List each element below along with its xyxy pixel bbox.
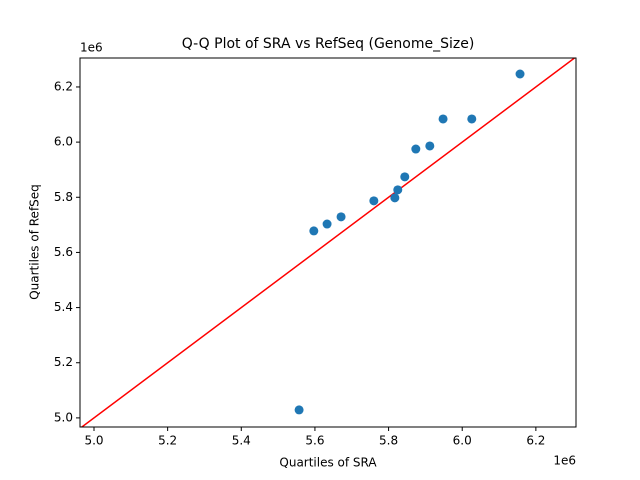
point xyxy=(309,226,319,236)
x-tick-label: 5.2 xyxy=(158,434,177,448)
reference-line xyxy=(80,58,576,427)
point xyxy=(400,172,410,182)
point xyxy=(393,185,403,195)
x-tick-label: 6.0 xyxy=(453,434,472,448)
y-tick-label: 5.2 xyxy=(54,355,73,369)
y-tick-label: 5.8 xyxy=(54,190,73,204)
plot-area xyxy=(80,58,576,427)
y-axis-label: Quartiles of RefSeq xyxy=(28,184,42,300)
x-tick-label: 6.2 xyxy=(526,434,545,448)
point xyxy=(438,114,448,124)
point xyxy=(294,405,304,415)
y-offset-label: 1e6 xyxy=(80,41,103,55)
chart-title: Q-Q Plot of SRA vs RefSeq (Genome_Size) xyxy=(182,36,475,52)
x-axis-label: Quartiles of SRA xyxy=(279,456,377,470)
point xyxy=(515,69,525,79)
point xyxy=(369,196,379,206)
x-offset-label: 1e6 xyxy=(553,454,576,468)
point xyxy=(336,212,346,222)
axes-frame xyxy=(79,57,577,428)
y-tick-label: 6.2 xyxy=(54,79,73,93)
y-tick-label: 6.0 xyxy=(54,135,73,149)
x-tick-label: 5.8 xyxy=(379,434,398,448)
x-tick-label: 5.0 xyxy=(84,434,103,448)
y-tick-label: 5.4 xyxy=(54,300,73,314)
point xyxy=(425,141,435,151)
y-tick-label: 5.0 xyxy=(54,410,73,424)
x-tick-label: 5.6 xyxy=(305,434,324,448)
x-tick-label: 5.4 xyxy=(232,434,251,448)
point xyxy=(322,219,332,229)
point xyxy=(411,144,421,154)
y-tick-label: 5.6 xyxy=(54,245,73,259)
point xyxy=(467,114,477,124)
point xyxy=(390,193,400,203)
